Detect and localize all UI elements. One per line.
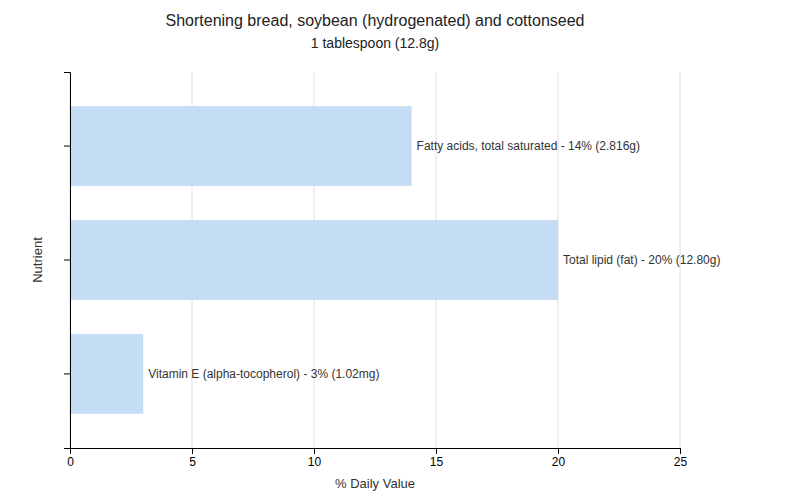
subtitle: 1 tablespoon (12.8g) bbox=[311, 35, 439, 51]
tick-mark bbox=[192, 448, 193, 454]
tick-mark bbox=[64, 373, 70, 374]
y-axis-title: Nutrient bbox=[30, 237, 45, 283]
data-label: Fatty acids, total saturated - 14% (2.81… bbox=[417, 139, 640, 153]
data-labels: Fatty acids, total saturated - 14% (2.81… bbox=[148, 139, 720, 381]
axis-line bbox=[71, 449, 681, 455]
tick-mark bbox=[680, 448, 681, 454]
tick-mark bbox=[436, 448, 437, 454]
axis-line bbox=[64, 73, 71, 449]
tick bbox=[64, 146, 70, 147]
tick bbox=[64, 373, 70, 374]
title: Shortening bread, soybean (hydrogenated)… bbox=[166, 12, 585, 29]
tick: 25 bbox=[674, 448, 688, 469]
tick: 0 bbox=[67, 448, 74, 469]
tick-label: 20 bbox=[552, 455, 566, 469]
chart: 0 5 10 15 20 25 Fatty acids, total saturated -… bbox=[0, 0, 800, 500]
bar bbox=[70, 106, 412, 186]
x-axis-title: % Daily Value bbox=[335, 476, 415, 491]
tick: 10 bbox=[308, 448, 322, 469]
tick-mark bbox=[314, 448, 315, 454]
y-axis bbox=[64, 73, 71, 449]
tick-label: 10 bbox=[308, 455, 322, 469]
bar bbox=[70, 334, 143, 414]
tick-mark bbox=[64, 260, 70, 261]
tick: 20 bbox=[552, 448, 566, 469]
x-axis: 0 5 10 15 20 25 bbox=[67, 448, 687, 469]
tick-label: 0 bbox=[67, 455, 74, 469]
plot: 0 5 10 15 20 25 Fatty acids, total saturated -… bbox=[64, 72, 720, 469]
tick bbox=[64, 260, 70, 261]
data-label: Vitamin E (alpha-tocopherol) - 3% (1.02m… bbox=[148, 367, 379, 381]
tick-mark bbox=[64, 146, 70, 147]
tick: 5 bbox=[189, 448, 196, 469]
tick-mark bbox=[558, 448, 559, 454]
tick-label: 5 bbox=[189, 455, 196, 469]
data-label: Total lipid (fat) - 20% (12.80g) bbox=[563, 253, 720, 267]
tick-label: 25 bbox=[674, 455, 688, 469]
tick-label: 15 bbox=[430, 455, 444, 469]
bar bbox=[70, 220, 558, 300]
tick: 15 bbox=[430, 448, 444, 469]
